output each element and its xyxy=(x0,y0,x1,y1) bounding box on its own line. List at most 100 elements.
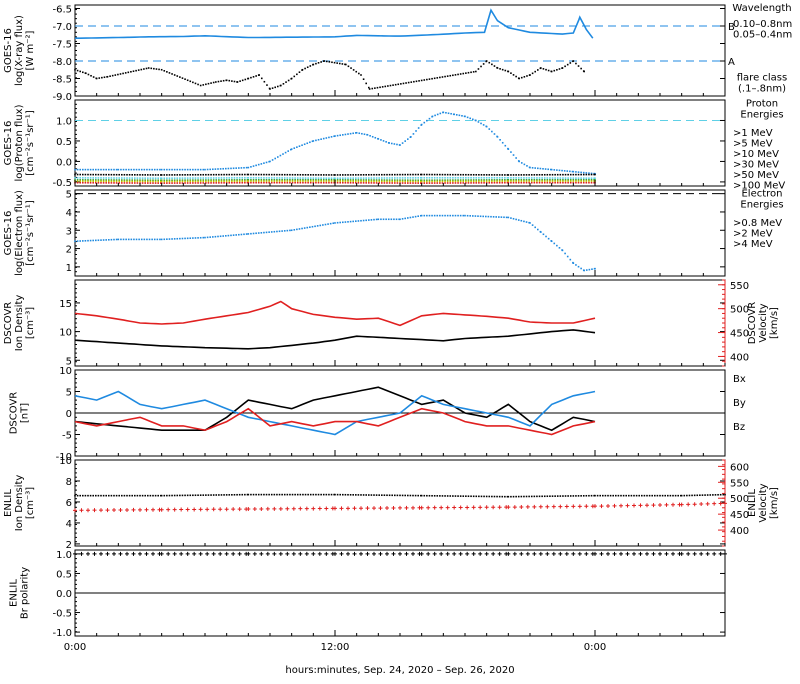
data-point xyxy=(112,551,116,556)
data-point xyxy=(593,181,595,184)
data-point xyxy=(92,182,94,184)
data-point xyxy=(585,180,588,182)
data-point xyxy=(324,551,329,556)
data-point xyxy=(220,494,223,496)
data-point xyxy=(252,173,255,176)
data-point xyxy=(550,240,553,243)
data-point xyxy=(536,174,538,176)
data-point xyxy=(325,177,328,179)
data-point xyxy=(441,182,444,184)
data-point xyxy=(391,177,393,179)
data-point xyxy=(420,494,422,497)
data-point xyxy=(564,180,567,182)
data-point xyxy=(625,494,627,497)
data-point xyxy=(309,180,312,182)
data-point xyxy=(417,177,419,179)
data-point xyxy=(551,504,556,509)
data-point xyxy=(391,179,393,181)
data-point xyxy=(459,495,462,497)
data-point xyxy=(431,214,433,217)
data-point xyxy=(372,551,376,556)
data-point xyxy=(355,131,358,134)
data-point xyxy=(231,173,233,176)
data-point xyxy=(661,494,664,497)
data-point xyxy=(250,166,252,168)
data-point xyxy=(202,182,205,184)
data-point xyxy=(599,504,604,509)
data-point xyxy=(150,67,153,70)
data-point xyxy=(138,551,142,556)
data-point xyxy=(433,177,436,179)
data-point xyxy=(110,168,113,171)
data-point xyxy=(181,180,184,183)
data-point xyxy=(385,218,387,221)
data-point xyxy=(559,177,562,179)
data-point xyxy=(118,551,123,556)
data-point xyxy=(263,180,265,182)
data-point xyxy=(260,179,263,181)
data-point xyxy=(569,258,572,261)
data-point xyxy=(383,177,386,179)
data-point xyxy=(414,173,417,176)
data-point xyxy=(189,237,192,239)
data-point xyxy=(444,75,446,78)
data-point xyxy=(582,180,585,182)
data-point xyxy=(207,82,210,85)
data-point xyxy=(276,230,278,233)
data-point xyxy=(704,494,706,496)
data-point xyxy=(395,218,398,221)
data-point xyxy=(218,180,220,183)
data-point xyxy=(257,179,260,181)
data-point xyxy=(688,494,691,497)
data-point xyxy=(449,180,452,183)
data-point xyxy=(493,177,496,179)
data-point xyxy=(344,179,347,181)
y-tick-label: -7.5 xyxy=(52,40,72,51)
data-point xyxy=(590,173,593,176)
data-point xyxy=(386,494,388,497)
data-point xyxy=(431,115,434,118)
data-point xyxy=(255,75,257,77)
data-point xyxy=(222,167,224,170)
data-point xyxy=(97,179,100,181)
data-point xyxy=(238,173,241,176)
data-point xyxy=(444,495,446,497)
data-point xyxy=(588,173,590,176)
data-point xyxy=(120,238,122,241)
data-point xyxy=(233,173,236,176)
data-point xyxy=(79,551,84,556)
y-tick-label: -9.0 xyxy=(52,92,72,103)
data-point xyxy=(401,142,404,144)
data-point xyxy=(233,180,236,182)
data-point xyxy=(577,181,580,184)
data-point xyxy=(399,494,401,497)
data-point xyxy=(519,504,524,509)
data-point xyxy=(546,180,549,182)
data-point xyxy=(304,174,307,176)
data-point xyxy=(488,177,491,179)
data-point xyxy=(121,177,123,179)
data-point xyxy=(87,181,89,184)
data-point xyxy=(441,179,444,181)
data-point xyxy=(312,174,315,176)
data-point xyxy=(470,495,472,498)
data-point xyxy=(426,119,428,122)
y2-tick-label: 400 xyxy=(730,352,749,363)
data-point xyxy=(312,179,315,181)
data-point xyxy=(265,493,268,496)
data-point xyxy=(554,180,556,182)
data-point xyxy=(388,177,391,179)
data-point xyxy=(141,494,144,497)
data-point xyxy=(179,76,181,78)
data-point xyxy=(211,551,216,556)
data-point xyxy=(227,167,230,170)
data-point xyxy=(465,72,467,74)
data-point xyxy=(156,238,159,241)
data-point xyxy=(250,179,252,181)
data-point xyxy=(722,493,725,496)
data-point xyxy=(173,179,176,182)
data-point xyxy=(420,173,423,176)
data-point xyxy=(317,181,320,184)
data-point xyxy=(123,182,126,184)
data-point xyxy=(478,182,480,184)
